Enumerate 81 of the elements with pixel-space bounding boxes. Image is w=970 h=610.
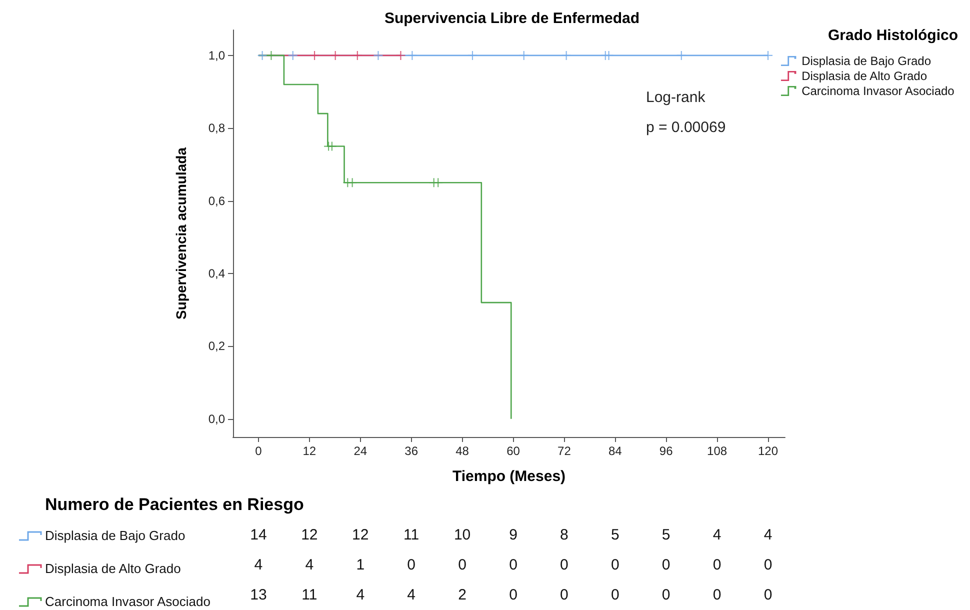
y-tick-label: 1,0	[208, 48, 226, 62]
point	[258, 50, 267, 60]
data-label: 4	[764, 526, 772, 544]
data-label: 14	[250, 526, 267, 544]
data-label: 1	[356, 556, 365, 574]
point	[396, 50, 406, 60]
data-label: 0	[407, 556, 416, 574]
point	[434, 178, 443, 188]
point	[348, 178, 357, 188]
data-label: 0	[560, 586, 568, 604]
y-tick-label: Displasia de Alto Grado	[45, 561, 181, 576]
x-tick-label: 36	[404, 444, 418, 458]
y-tick-label: Displasia de Bajo Grado	[45, 528, 186, 543]
chart-title: Numero de Pacientes en Riesgo	[45, 495, 304, 515]
y-tick-label: 0,4	[208, 266, 226, 280]
y-tick-label: 0,8	[208, 121, 226, 136]
x-axis-title: Tiempo (Meses)	[452, 468, 566, 485]
chart-title: Supervivencia Libre de Enfermedad	[384, 10, 640, 27]
data-label: 0	[610, 556, 620, 574]
point	[374, 50, 383, 60]
point	[519, 50, 528, 60]
point	[562, 50, 571, 60]
data-label: 0	[712, 556, 722, 574]
data-label: 9	[509, 526, 518, 544]
point	[352, 50, 362, 60]
legend-label: Displasia de Bajo Grado	[802, 54, 932, 68]
data-label: 4	[305, 556, 314, 574]
data-label: 0	[662, 586, 670, 604]
data-label: 5	[610, 526, 620, 544]
x-tick-label: 48	[456, 444, 470, 458]
x-tick-label: 24	[354, 444, 368, 458]
point	[266, 50, 276, 60]
data-label: 8	[560, 526, 568, 544]
data-label: 2	[458, 586, 466, 604]
point	[288, 50, 298, 60]
point	[764, 50, 773, 60]
legend-title: Grado Histológico	[828, 27, 958, 44]
data-label: 0	[764, 586, 772, 604]
point	[676, 50, 686, 60]
x-tick-label: 108	[707, 444, 728, 458]
legend-label: Displasia de Alto Grado	[802, 69, 928, 83]
data-label: 0	[509, 556, 518, 574]
y-tick-label: Carcinoma Invasor Asociado	[45, 594, 210, 609]
x-tick-label: 120	[758, 444, 778, 458]
point	[408, 50, 417, 60]
annotation: p = 0.00069	[646, 119, 726, 136]
x-tick-label: 72	[558, 444, 572, 458]
data-label: 12	[352, 526, 369, 544]
data-label: 0	[509, 586, 518, 604]
x-tick-label: 84	[608, 444, 622, 458]
data-label: 11	[302, 586, 318, 604]
data-label: 0	[712, 586, 722, 604]
point	[604, 50, 614, 60]
point	[327, 142, 336, 151]
data-label: 5	[662, 526, 670, 544]
y-tick-label: 0,0	[208, 412, 226, 426]
data-label: 0	[764, 556, 772, 574]
data-label: 4	[712, 526, 722, 544]
data-label: 11	[404, 526, 420, 544]
annotation: Log-rank	[646, 89, 706, 106]
x-tick-label: 0	[255, 444, 262, 458]
data-label: 10	[454, 526, 471, 544]
x-tick-label: 96	[659, 444, 674, 458]
data-label: 4	[407, 586, 416, 604]
x-tick-label: 12	[302, 444, 316, 458]
data-label: 0	[662, 556, 670, 574]
y-axis-title: Supervivencia acumulada	[173, 147, 189, 320]
data-label: 12	[301, 526, 318, 544]
point	[330, 50, 340, 60]
data-label: 0	[610, 586, 620, 604]
y-tick-label: 0,6	[208, 194, 226, 208]
data-label: 0	[560, 556, 568, 574]
x-tick-label: 60	[506, 444, 520, 458]
data-label: 13	[250, 586, 267, 604]
data-label: 0	[458, 556, 466, 574]
data-label: 4	[254, 556, 263, 574]
y-tick-label: 0,2	[208, 339, 226, 354]
legend-label: Carcinoma Invasor Asociado	[802, 84, 955, 98]
data-label: 4	[356, 586, 365, 604]
point	[310, 50, 320, 60]
point	[468, 50, 477, 60]
